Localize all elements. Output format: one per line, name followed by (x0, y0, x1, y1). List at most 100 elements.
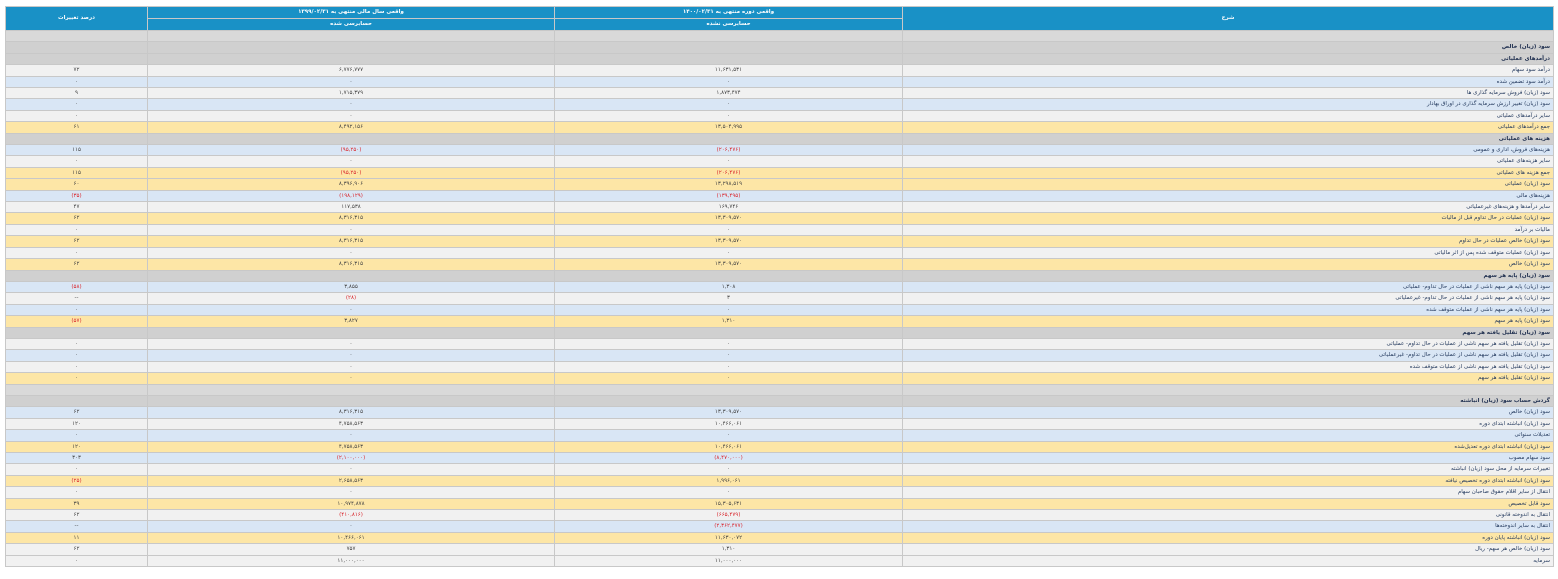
row-description (902, 383, 1554, 396)
previous-year-value: ۰ (147, 109, 555, 123)
table-row: سود (زیان) عملیاتی ۱۳,۲۹۸,۵۱۹ ۸,۳۹۶,۹۰۶ ۶۰ (5, 178, 1554, 191)
change-percent-value: ۷۲ (5, 64, 148, 77)
previous-year-value: ۱,۷۱۵,۳۷۹ (147, 86, 555, 100)
financial-statement: شرح واقعی دوره منتهی به ۱۴۰۰/۰۲/۳۱ واقعی… (5, 6, 1554, 568)
table-row: انتقال از سایر اقلام حقوق صاحبان سهام ۰ ۰ ۰ (5, 486, 1554, 499)
table-row: سود (زیان) پایه هر سهم ناشی از عملیات در… (5, 280, 1554, 294)
row-description: سود (زیان) عملیاتی (902, 178, 1554, 191)
current-period-value: ۱۶۹,۷۴۶ (554, 201, 903, 214)
table-row: تعدیلات سنواتی ۰ ۰ ۰ (5, 429, 1554, 442)
previous-year-value (147, 394, 555, 408)
previous-year-value: ۱۱۷,۵۳۸ (147, 201, 555, 214)
row-description: تغییرات سرمایه از محل سود (زیان) انباشته (902, 463, 1554, 476)
current-period-value: ۱۳,۳۰۹,۵۷۰ (554, 406, 903, 419)
change-percent-header: درصد تغییرات (5, 6, 148, 31)
row-description: گردش حساب سود (زیان) انباشته (902, 394, 1554, 408)
change-percent-value: ۴۷ (5, 201, 148, 214)
current-period-value (554, 132, 903, 146)
change-percent-value: ۳۰۳ (5, 451, 148, 465)
row-description: سایر درآمدهای عملیاتی (902, 109, 1554, 123)
row-description: سایر هزینه‌های عملیاتی (902, 155, 1554, 168)
current-period-value (554, 394, 903, 408)
current-period-value: ۰ (554, 372, 903, 385)
change-percent-value: ۰ (5, 349, 148, 362)
previous-year-value: ۰ (147, 349, 555, 362)
table-row: سود (زیان) عملیات متوقف شده پس از اثر ما… (5, 246, 1554, 260)
row-description: سود (زیان) پایه هر سهم (902, 269, 1554, 282)
table-row: سود (زیان) انباشته ابتدای دوره تعدیل‌شده… (5, 440, 1554, 454)
change-percent-value: ۰ (5, 246, 148, 260)
previous-year-value: ۳,۸۵۵ (147, 280, 555, 294)
current-period-value: ۱۳,۲۹۸,۵۱۹ (554, 178, 903, 191)
income-statement-table: شرح واقعی دوره منتهی به ۱۴۰۰/۰۲/۳۱ واقعی… (5, 6, 1554, 568)
previous-year-value: ۱۰,۹۷۴,۸۷۸ (147, 497, 555, 511)
current-period-value (554, 326, 903, 339)
audit-status-row: حسابرسی نشده حسابرسی شده (6, 18, 1554, 31)
current-period-value (554, 29, 903, 43)
change-percent-value: ۰ (5, 109, 148, 123)
change-percent-value: ۱۱۵ (5, 144, 148, 157)
current-period-value: ۰ (554, 429, 903, 442)
current-period-value: (۶۶۵,۴۷۹) (554, 509, 903, 522)
row-description: سود (زیان) عملیات در حال تداوم قبل از ما… (902, 212, 1554, 225)
row-description: سود (زیان) تقلیل یافته هر سهم (902, 372, 1554, 385)
previous-year-value: ۸,۳۹۶,۹۰۶ (147, 178, 555, 191)
current-period-value: (۲۰۶,۴۷۶) (554, 144, 903, 157)
row-description: سود (زیان) انباشته ابتدای دوره تخصیص نیا… (902, 474, 1554, 488)
table-row: سود (زیان) تقلیل یافته هر سهم ناشی از عم… (5, 337, 1554, 351)
change-percent-value (5, 383, 148, 396)
current-period-value: ۱۰,۴۶۶,۰۶۱ (554, 440, 903, 454)
change-percent-value: ۶۲ (5, 212, 148, 225)
previous-year-value (147, 29, 555, 43)
table-row: مالیات بر درآمد ۰ ۰ ۰ (5, 223, 1554, 237)
change-percent-value (5, 52, 148, 66)
current-period-value: ۰ (554, 349, 903, 362)
row-description: سود (زیان) عملیات متوقف شده پس از اثر ما… (902, 246, 1554, 260)
current-period-value: ۳ (554, 292, 903, 305)
current-audit-status: حسابرسی نشده (554, 18, 903, 31)
row-description: درآمد سود تضمین شده (902, 75, 1554, 89)
section-header-row: هزینه های عملیاتی (5, 132, 1554, 146)
row-description: سرمایه (902, 554, 1554, 568)
previous-year-value: ۰ (147, 98, 555, 111)
previous-year-value: ۶,۷۷۶,۷۷۷ (147, 64, 555, 77)
change-percent-value: (۲۵) (5, 474, 148, 488)
current-period-value: ۰ (554, 303, 903, 317)
row-description: سود (زیان) تغییر ارزش سرمایه گذاری در او… (902, 98, 1554, 111)
row-description: سود (زیان) فروش سرمایه گذاری ها (902, 86, 1554, 100)
current-period-header: واقعی دوره منتهی به ۱۴۰۰/۰۲/۳۱ (554, 6, 903, 19)
change-percent-value (5, 41, 148, 54)
current-period-value: ۰ (554, 75, 903, 89)
previous-year-value: ۰ (147, 463, 555, 476)
table-row: سود (زیان) عملیات در حال تداوم قبل از ما… (5, 212, 1554, 225)
current-period-value (554, 52, 903, 66)
row-description: هزینه‌های مالی (902, 189, 1554, 203)
table-row: سود (زیان) پایه هر سهم ناشی از عملیات مت… (5, 303, 1554, 317)
previous-year-value: ۷۵۷ (147, 543, 555, 556)
previous-year-value: ۳,۸۲۷ (147, 315, 555, 328)
row-description: سود (زیان) تقلیل یافته هر سهم ناشی از عم… (902, 337, 1554, 351)
current-period-value: ۰ (554, 337, 903, 351)
change-percent-value: ۰ (5, 75, 148, 89)
change-percent-value: (۵۸) (5, 280, 148, 294)
table-row: سود (زیان) خالص هر سهم- ریال ۱,۳۱۰ ۷۵۷ ۶۲ (5, 543, 1554, 556)
previous-year-value: (۴۱۰,۸۱۶) (147, 509, 555, 522)
previous-year-value: ۴,۷۵۸,۵۶۳ (147, 440, 555, 454)
table-row: سود (زیان) خالص ۱۳,۳۰۹,۵۷۰ ۸,۳۱۶,۳۱۵ ۶۲ (5, 406, 1554, 419)
row-description: سود (زیان) پایه هر سهم ناشی از عملیات مت… (902, 303, 1554, 317)
current-period-value: ۰ (554, 360, 903, 374)
change-percent-value (5, 394, 148, 408)
table-body: سود (زیان) خالص درآمدهای عملیاتی درآمد سود… (5, 29, 1554, 568)
previous-year-value: ۰ (147, 520, 555, 533)
row-description: سود (زیان) پایه هر سهم ناشی از عملیات در… (902, 292, 1554, 305)
previous-year-value: ۴,۷۵۸,۵۶۳ (147, 417, 555, 431)
table-row: هزینه‌های فروش، اداری و عمومی (۲۰۶,۴۷۶) (۹… (5, 144, 1554, 157)
previous-year-value: ۰ (147, 372, 555, 385)
table-row: سود (زیان) خالص عملیات در حال تداوم ۱۳,۳۰… (5, 235, 1554, 248)
current-period-value: ۰ (554, 98, 903, 111)
row-description: جمع درآمدهای عملیاتی (902, 121, 1554, 134)
row-description: سود (زیان) خالص عملیات در حال تداوم (902, 235, 1554, 248)
change-percent-value: ۰ (5, 463, 148, 476)
row-description: سود (زیان) انباشته پایان دوره (902, 531, 1554, 545)
table-row: انتقال به اندوخته قانونی (۶۶۵,۴۷۹) (۴۱۰,۸۱… (5, 509, 1554, 522)
